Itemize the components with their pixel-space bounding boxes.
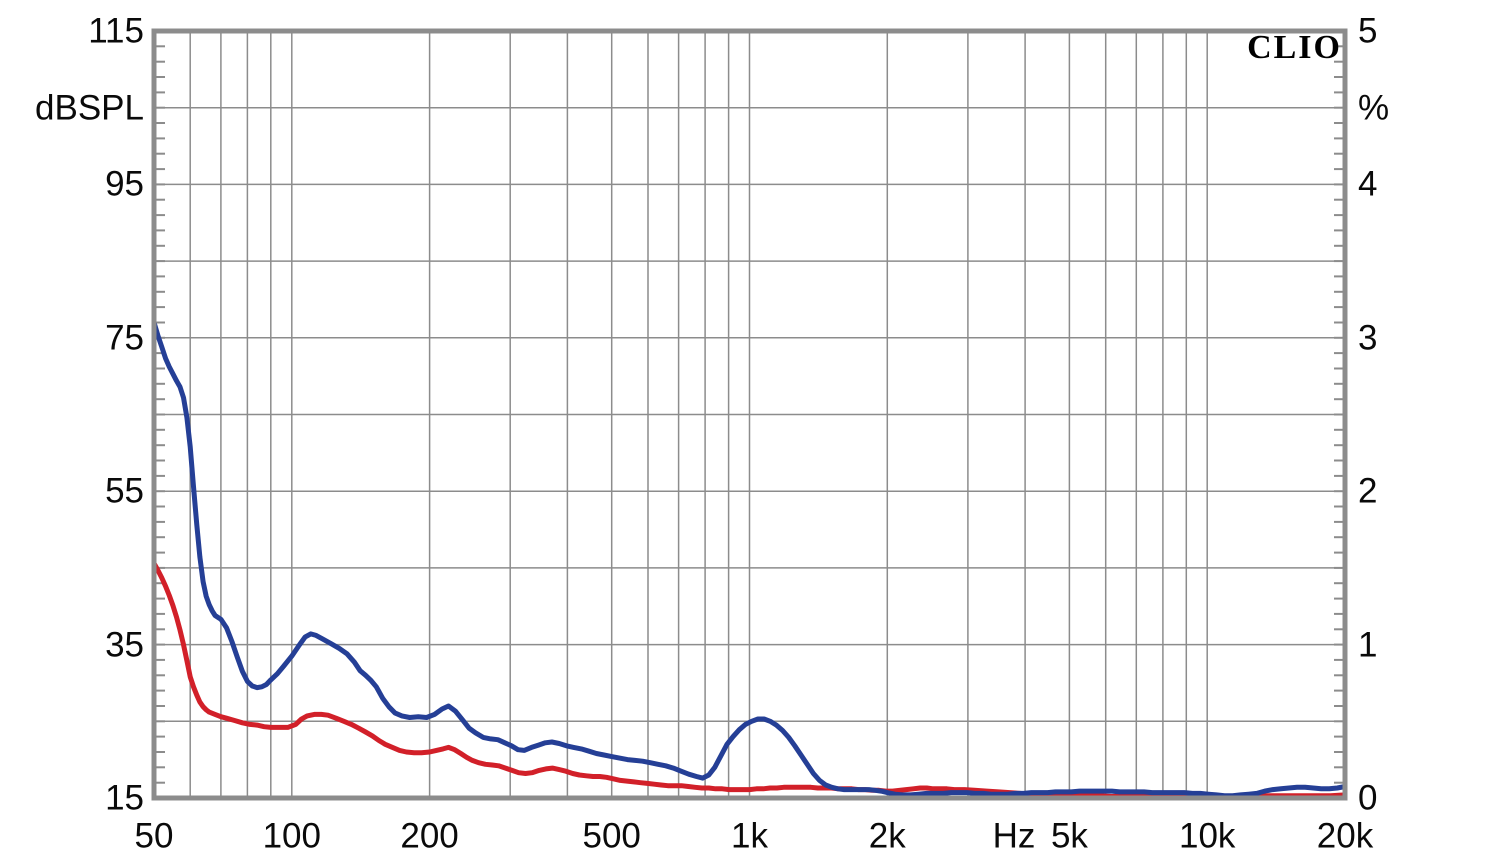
y-right-tick-label: 4 (1358, 164, 1378, 204)
y-left-tick-label: 115 (88, 11, 144, 51)
x-tick-label: 200 (400, 816, 459, 856)
x-tick-label: 2k (868, 816, 906, 856)
y-left-tick-label: 15 (105, 778, 144, 818)
x-tick-label: 5k (1050, 816, 1088, 856)
y-right-tick-label: 0 (1358, 778, 1378, 818)
y-left-tick-label: 35 (105, 625, 144, 665)
distortion-curve-red (151, 560, 1348, 799)
y-left-tick-label: 55 (105, 471, 144, 511)
x-tick-label: 1k (731, 816, 768, 856)
y-left-tick-label: 95 (105, 164, 144, 204)
y-left-tick-label: 75 (105, 318, 144, 358)
y-right-tick-label: 2 (1358, 471, 1378, 511)
x-tick-label: 10k (1178, 816, 1236, 856)
gridlines (154, 31, 1345, 798)
plot-frame (151, 28, 1348, 801)
y-right-tick-label: 3 (1358, 318, 1378, 358)
x-tick-label: 100 (262, 816, 321, 856)
x-tick-label: 500 (582, 816, 641, 856)
y-right-tick-label: 5 (1358, 11, 1378, 51)
y-axis-left-unit-label: dBSPL (35, 88, 144, 128)
x-tick-label: 20k (1316, 816, 1374, 856)
distortion-curve-blue (151, 320, 1348, 799)
x-tick-label: 50 (134, 816, 174, 856)
x-axis-unit-label: Hz (992, 816, 1036, 856)
y-right-tick-label: 1 (1358, 625, 1378, 665)
clio-logo: CLIO (1247, 29, 1342, 66)
y-axis-right-unit-label: % (1358, 88, 1390, 128)
